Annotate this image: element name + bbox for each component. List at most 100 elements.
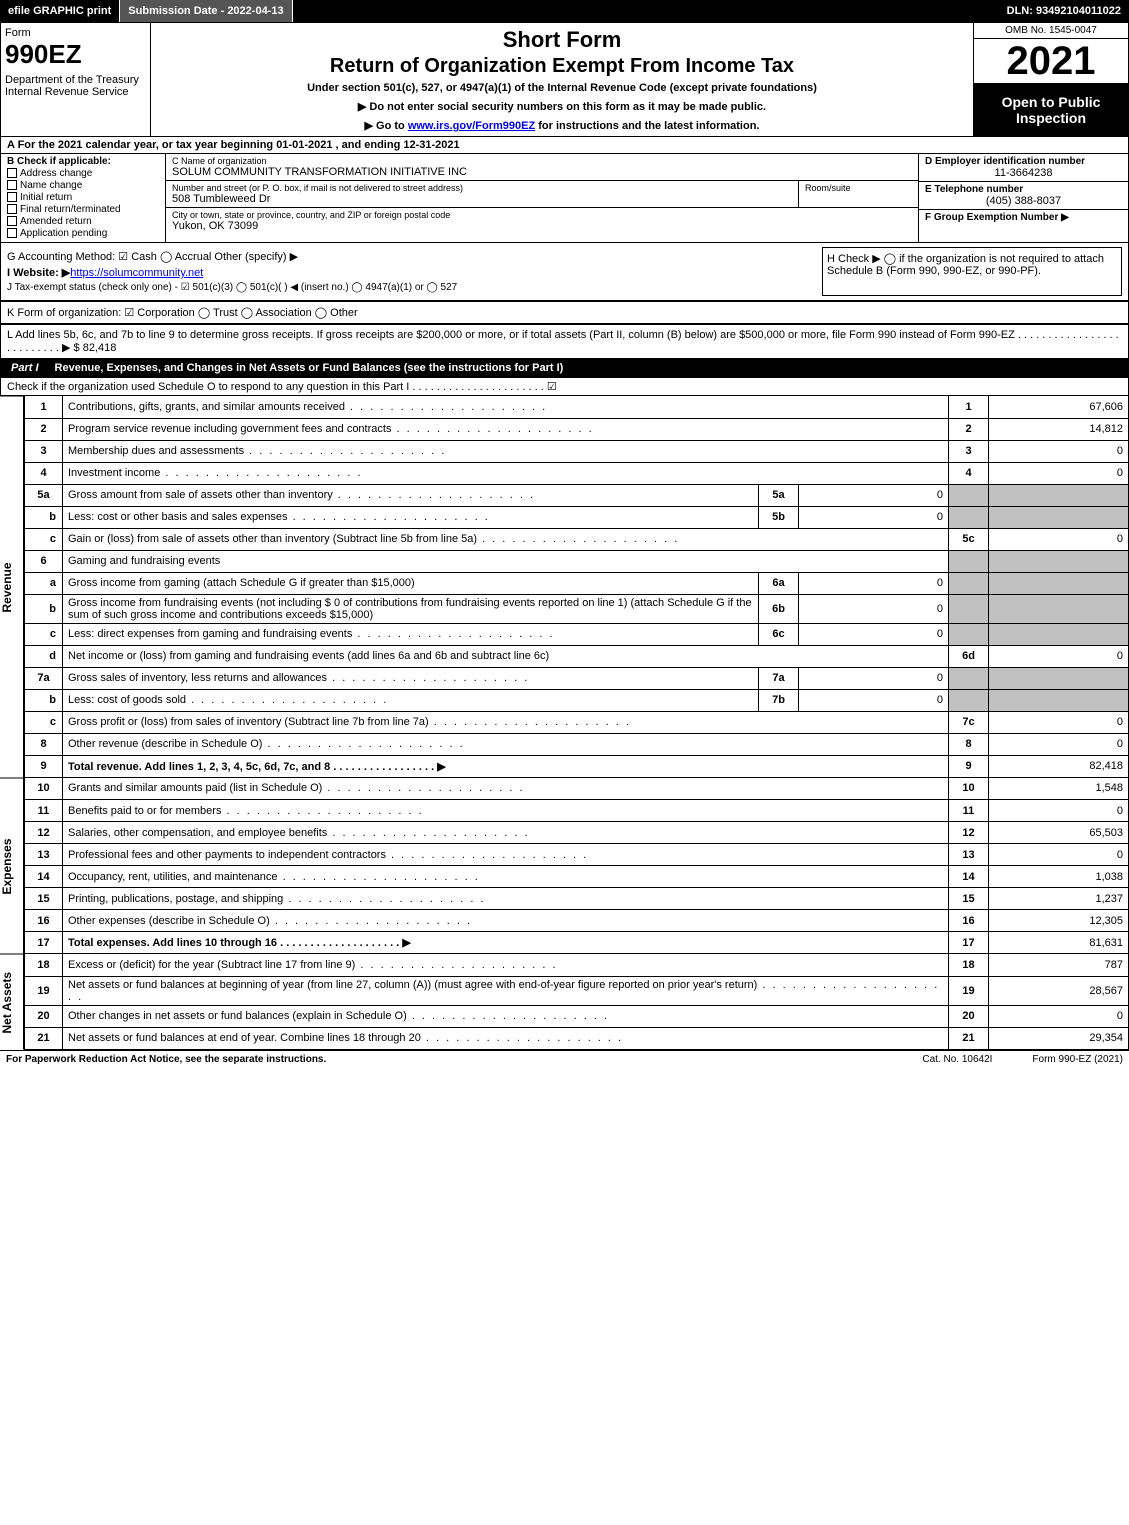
expenses-table: 10Grants and similar amounts paid (list … xyxy=(24,778,1129,955)
col-d: D Employer identification number 11-3664… xyxy=(918,154,1128,242)
room-cell: Room/suite xyxy=(798,181,918,207)
info-block: G Accounting Method: ☑ Cash ◯ Accrual Ot… xyxy=(0,243,1129,301)
top-bar: efile GRAPHIC print Submission Date - 20… xyxy=(0,0,1129,22)
group-cell: F Group Exemption Number ▶ xyxy=(919,210,1128,234)
revenue-side-label: Revenue xyxy=(0,396,24,778)
cb-address-change[interactable]: Address change xyxy=(7,168,159,179)
revenue-table: 1Contributions, gifts, grants, and simil… xyxy=(24,396,1129,778)
line-4: 4Investment income40 xyxy=(25,462,1129,484)
line-19: 19Net assets or fund balances at beginni… xyxy=(25,976,1129,1005)
part1-label: Part I xyxy=(1,359,49,377)
ssn-note: ▶ Do not enter social security numbers o… xyxy=(155,100,969,113)
expenses-section: Expenses 10Grants and similar amounts pa… xyxy=(0,778,1129,955)
website-link[interactable]: https://solumcommunity.net xyxy=(70,267,203,279)
form-number: 990EZ xyxy=(5,39,146,70)
header-right: OMB No. 1545-0047 2021 Open to Public In… xyxy=(973,23,1128,136)
tel-value: (405) 388-8037 xyxy=(925,195,1122,207)
line-1: 1Contributions, gifts, grants, and simil… xyxy=(25,396,1129,418)
line-18: 18Excess or (deficit) for the year (Subt… xyxy=(25,954,1129,976)
line-17: 17Total expenses. Add lines 10 through 1… xyxy=(25,932,1129,954)
line-g: G Accounting Method: ☑ Cash ◯ Accrual Ot… xyxy=(7,250,814,263)
line-9: 9Total revenue. Add lines 1, 2, 3, 4, 5c… xyxy=(25,755,1129,777)
under-section: Under section 501(c), 527, or 4947(a)(1)… xyxy=(155,82,969,94)
part1-header: Part I Revenue, Expenses, and Changes in… xyxy=(0,359,1129,378)
line-h: H Check ▶ ◯ if the organization is not r… xyxy=(822,247,1122,296)
cat-no: Cat. No. 10642I xyxy=(922,1054,992,1065)
omb-number: OMB No. 1545-0047 xyxy=(974,23,1128,39)
line-10: 10Grants and similar amounts paid (list … xyxy=(25,778,1129,800)
org-name-label: C Name of organization xyxy=(172,156,912,166)
netassets-table: 18Excess or (deficit) for the year (Subt… xyxy=(24,954,1129,1050)
submission-date: Submission Date - 2022-04-13 xyxy=(120,0,292,22)
line-3: 3Membership dues and assessments30 xyxy=(25,440,1129,462)
cb-application-pending[interactable]: Application pending xyxy=(7,228,159,239)
line-6c: cLess: direct expenses from gaming and f… xyxy=(25,623,1129,645)
org-name: SOLUM COMMUNITY TRANSFORMATION INITIATIV… xyxy=(172,166,912,178)
form-word: Form xyxy=(5,27,146,39)
line-11: 11Benefits paid to or for members110 xyxy=(25,800,1129,822)
tel-label: E Telephone number xyxy=(925,184,1122,195)
line-l: L Add lines 5b, 6c, and 7b to line 9 to … xyxy=(0,324,1129,359)
line-6: 6Gaming and fundraising events xyxy=(25,550,1129,572)
line-j: J Tax-exempt status (check only one) - ☑… xyxy=(7,282,814,293)
col-b-title: B Check if applicable: xyxy=(7,156,111,167)
netassets-side-label: Net Assets xyxy=(0,954,24,1050)
form-ref: Form 990-EZ (2021) xyxy=(1032,1054,1123,1065)
street-label: Number and street (or P. O. box, if mail… xyxy=(172,183,792,193)
cb-name-change[interactable]: Name change xyxy=(7,180,159,191)
line-8: 8Other revenue (describe in Schedule O)8… xyxy=(25,733,1129,755)
col-c: C Name of organization SOLUM COMMUNITY T… xyxy=(166,154,918,242)
group-label: F Group Exemption Number ▶ xyxy=(925,212,1122,223)
line-k: K Form of organization: ☑ Corporation ◯ … xyxy=(0,301,1129,324)
header-left: Form 990EZ Department of the Treasury In… xyxy=(1,23,151,136)
cb-final-return[interactable]: Final return/terminated xyxy=(7,204,159,215)
line-16: 16Other expenses (describe in Schedule O… xyxy=(25,910,1129,932)
pra-notice: For Paperwork Reduction Act Notice, see … xyxy=(6,1054,326,1065)
tel-cell: E Telephone number (405) 388-8037 xyxy=(919,182,1128,210)
revenue-section: Revenue 1Contributions, gifts, grants, a… xyxy=(0,396,1129,778)
line-20: 20Other changes in net assets or fund ba… xyxy=(25,1005,1129,1027)
part1-note-text: Check if the organization used Schedule … xyxy=(7,380,557,393)
cb-amended-return[interactable]: Amended return xyxy=(7,216,159,227)
section-a-text: A For the 2021 calendar year, or tax yea… xyxy=(7,139,460,151)
section-a: A For the 2021 calendar year, or tax yea… xyxy=(0,137,1129,154)
expenses-side-label: Expenses xyxy=(0,778,24,955)
footer: For Paperwork Reduction Act Notice, see … xyxy=(0,1050,1129,1068)
header-center: Short Form Return of Organization Exempt… xyxy=(151,23,973,136)
ein-cell: D Employer identification number 11-3664… xyxy=(919,154,1128,182)
short-form-title: Short Form xyxy=(155,27,969,53)
return-title: Return of Organization Exempt From Incom… xyxy=(155,55,969,78)
org-name-cell: C Name of organization SOLUM COMMUNITY T… xyxy=(166,154,918,181)
line-14: 14Occupancy, rent, utilities, and mainte… xyxy=(25,866,1129,888)
line-7a: 7aGross sales of inventory, less returns… xyxy=(25,667,1129,689)
part1-title: Revenue, Expenses, and Changes in Net As… xyxy=(49,359,570,377)
line-7c: cGross profit or (loss) from sales of in… xyxy=(25,711,1129,733)
line-12: 12Salaries, other compensation, and empl… xyxy=(25,822,1129,844)
street-cell: Number and street (or P. O. box, if mail… xyxy=(166,181,798,207)
efile-print[interactable]: efile GRAPHIC print xyxy=(0,0,120,22)
dln: DLN: 93492104011022 xyxy=(999,0,1129,22)
street-row: Number and street (or P. O. box, if mail… xyxy=(166,181,918,208)
city-cell: City or town, state or province, country… xyxy=(166,208,918,234)
goto-note: ▶ Go to www.irs.gov/Form990EZ for instru… xyxy=(155,119,969,132)
line-6d: dNet income or (loss) from gaming and fu… xyxy=(25,645,1129,667)
department: Department of the Treasury Internal Reve… xyxy=(5,74,146,98)
line-6a: aGross income from gaming (attach Schedu… xyxy=(25,572,1129,594)
line-15: 15Printing, publications, postage, and s… xyxy=(25,888,1129,910)
form-header: Form 990EZ Department of the Treasury In… xyxy=(0,22,1129,137)
line-i: I Website: ▶https://solumcommunity.net xyxy=(7,266,814,279)
line-2: 2Program service revenue including gover… xyxy=(25,418,1129,440)
line-21: 21Net assets or fund balances at end of … xyxy=(25,1027,1129,1049)
line-5b: bLess: cost or other basis and sales exp… xyxy=(25,506,1129,528)
col-b: B Check if applicable: Address change Na… xyxy=(1,154,166,242)
cb-initial-return[interactable]: Initial return xyxy=(7,192,159,203)
city-value: Yukon, OK 73099 xyxy=(172,220,912,232)
ein-label: D Employer identification number xyxy=(925,156,1122,167)
top-bar-spacer xyxy=(293,0,999,22)
line-5c: cGain or (loss) from sale of assets othe… xyxy=(25,528,1129,550)
open-public: Open to Public Inspection xyxy=(974,83,1128,136)
line-5a: 5aGross amount from sale of assets other… xyxy=(25,484,1129,506)
irs-link[interactable]: www.irs.gov/Form990EZ xyxy=(408,120,535,132)
room-label: Room/suite xyxy=(805,183,912,193)
street-value: 508 Tumbleweed Dr xyxy=(172,193,792,205)
